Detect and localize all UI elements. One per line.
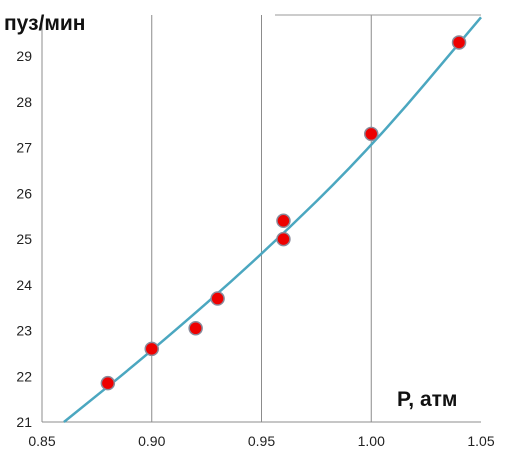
y-tick-labels: 21 22 23 24 25 26 27 28 29 [16,48,32,430]
axes [41,14,481,423]
y-tick-label-8: 29 [16,48,32,64]
data-point-1 [144,341,159,357]
y-axis-title: пуз/мин [4,12,86,35]
y-tick-label-5: 26 [16,185,32,201]
x-tick-labels: 0.85 0.90 0.95 1.00 1.05 [28,433,494,449]
y-tick-label-4: 25 [16,231,32,247]
data-point-6 [364,126,379,142]
data-points-layer [100,35,467,391]
data-point-0 [100,375,116,391]
x-tick-label-0: 0.85 [28,433,55,449]
y-tick-label-1: 22 [16,368,32,384]
data-point-5 [276,213,291,229]
data-point-7 [451,35,467,50]
y-tick-label-2: 23 [16,323,32,339]
x-tick-label-3: 1.00 [358,433,385,449]
data-point-2 [188,321,203,336]
y-tick-label-7: 28 [16,94,32,110]
data-point-4 [276,231,291,247]
data-point-3 [210,291,225,306]
x-tick-label-2: 0.95 [248,433,275,449]
y-tick-label-6: 27 [16,140,32,156]
x-tick-label-1: 0.90 [138,433,165,449]
x-tick-label-4: 1.05 [467,433,494,449]
x-axis-title: P, атм [397,388,457,411]
y-tick-label-0: 21 [16,414,32,430]
y-tick-label-3: 24 [16,277,32,293]
